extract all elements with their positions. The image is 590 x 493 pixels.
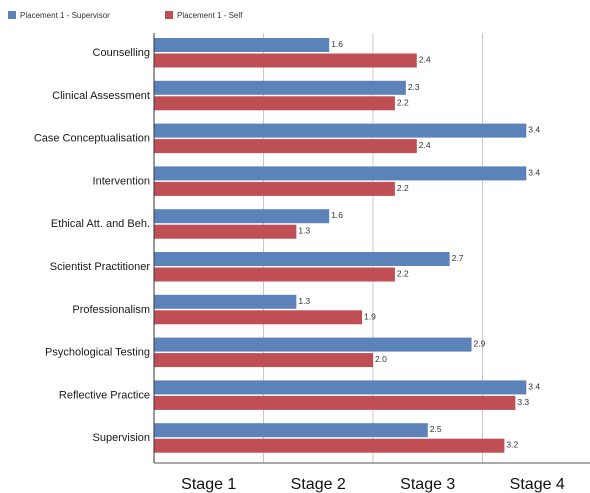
category-label-intervention: Intervention: [93, 175, 150, 187]
category-label-counselling: Counselling: [93, 47, 150, 59]
x-tick-label-stage-2: Stage 2: [291, 476, 346, 493]
value-label-intervention-self: 2.2: [397, 183, 409, 193]
axes: Counselling Clinical Assessment Case Conce…: [34, 33, 590, 493]
legend: Placement 1 - Supervisor Placement 1 - Se…: [8, 11, 243, 20]
value-label-ethical-att-and-beh-supervisor: 1.6: [331, 210, 343, 220]
bar-professionalism-supervisor: [154, 294, 297, 309]
bar-psychological-testing-self: [154, 353, 373, 368]
value-label-counselling-supervisor: 1.6: [331, 39, 343, 49]
category-label-scientist-practitioner: Scientist Practitioner: [50, 261, 151, 273]
value-label-case-conceptualisation-self: 2.4: [419, 140, 431, 150]
legend-swatch-self: [165, 11, 173, 19]
bar-reflective-practice-self: [154, 395, 516, 410]
bar-clinical-assessment-self: [154, 96, 395, 111]
value-label-reflective-practice-self: 3.3: [517, 397, 529, 407]
bar-psychological-testing-supervisor: [154, 337, 472, 352]
x-tick-label-stage-4: Stage 4: [510, 476, 565, 493]
value-label-scientist-practitioner-supervisor: 2.7: [452, 253, 464, 263]
legend-label-self: Placement 1 - Self: [177, 11, 243, 20]
legend-swatch-supervisor: [8, 11, 16, 19]
bar-supervision-self: [154, 438, 505, 453]
category-label-professionalism: Professionalism: [72, 304, 150, 316]
value-label-counselling-self: 2.4: [419, 55, 431, 65]
category-label-psychological-testing: Psychological Testing: [45, 347, 150, 359]
category-label-ethical-att-and-beh: Ethical Att. and Beh.: [51, 218, 150, 230]
value-label-ethical-att-and-beh-self: 1.3: [298, 226, 310, 236]
bar-reflective-practice-supervisor: [154, 380, 527, 395]
bar-ethical-att-and-beh-supervisor: [154, 209, 330, 224]
bar-intervention-supervisor: [154, 166, 527, 181]
value-label-psychological-testing-self: 2.0: [375, 354, 387, 364]
category-label-clinical-assessment: Clinical Assessment: [52, 90, 150, 102]
bar-scientist-practitioner-supervisor: [154, 252, 450, 266]
bar-supervision-supervisor: [154, 423, 428, 438]
value-label-clinical-assessment-supervisor: 2.3: [408, 82, 420, 92]
value-label-professionalism-supervisor: 1.3: [298, 296, 310, 306]
bar-scientist-practitioner-self: [154, 267, 395, 282]
bars: 1.6 2.4 2.3 2.2 3.4 2.4 3.4 2.2 1.6 1.3 2.7 2.2 1.3 1…: [154, 38, 540, 453]
bar-counselling-self: [154, 53, 417, 68]
value-label-intervention-supervisor: 3.4: [528, 167, 540, 177]
bar-ethical-att-and-beh-self: [154, 224, 297, 239]
category-label-reflective-practice: Reflective Practice: [59, 389, 150, 401]
value-label-clinical-assessment-self: 2.2: [397, 97, 409, 107]
category-label-case-conceptualisation: Case Conceptualisation: [34, 133, 150, 145]
value-label-professionalism-self: 1.9: [364, 311, 376, 321]
value-label-reflective-practice-supervisor: 3.4: [528, 381, 540, 391]
value-label-psychological-testing-supervisor: 2.9: [474, 339, 486, 349]
bar-case-conceptualisation-self: [154, 139, 417, 154]
value-label-scientist-practitioner-self: 2.2: [397, 269, 409, 279]
x-tick-label-stage-1: Stage 1: [181, 476, 236, 493]
x-tick-label-stage-3: Stage 3: [400, 476, 455, 493]
category-label-supervision: Supervision: [93, 432, 150, 444]
bar-case-conceptualisation-supervisor: [154, 123, 527, 138]
bar-clinical-assessment-supervisor: [154, 80, 406, 95]
value-label-supervision-self: 3.2: [506, 440, 518, 450]
value-label-case-conceptualisation-supervisor: 3.4: [528, 125, 540, 135]
value-label-supervision-supervisor: 2.5: [430, 424, 442, 434]
bar-counselling-supervisor: [154, 38, 330, 52]
legend-label-supervisor: Placement 1 - Supervisor: [20, 11, 110, 20]
bar-professionalism-self: [154, 310, 363, 325]
bar-intervention-self: [154, 181, 395, 196]
